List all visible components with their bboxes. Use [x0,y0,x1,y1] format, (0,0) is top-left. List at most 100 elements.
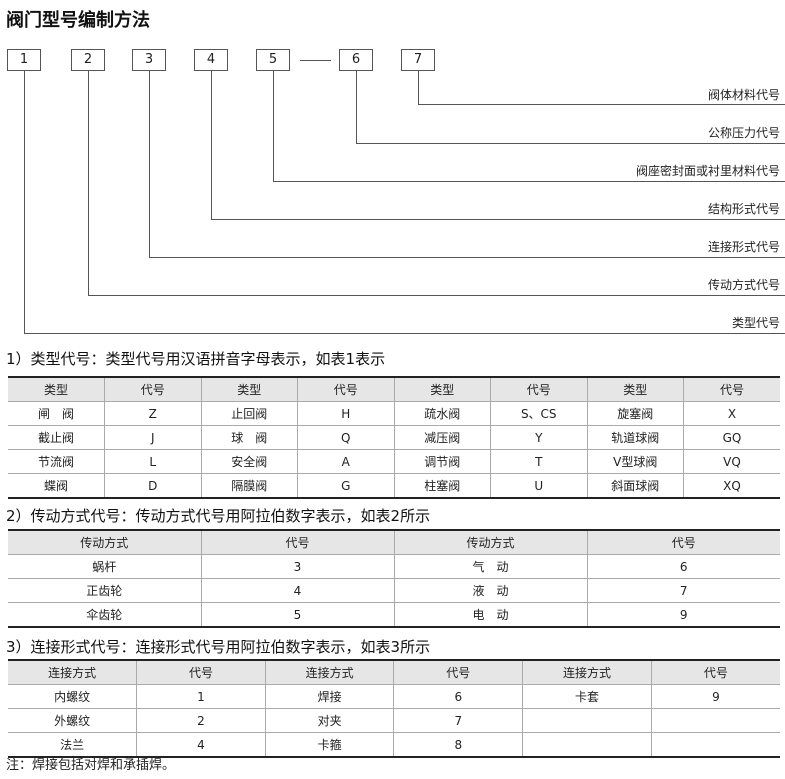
table-cell: 球 阀 [200,425,298,450]
table-cell: 正齿轮 [8,578,202,603]
table-cell: Y [490,425,588,450]
table-cell: X [683,401,780,426]
table-cell: VQ [683,449,780,474]
leader-1-h [24,333,785,334]
column-header: 类型 [8,377,105,402]
leader-3 [149,71,150,257]
column-header: 类型 [586,377,684,402]
table-cell: 柱塞阀 [393,473,491,498]
table-cell: L [104,449,202,474]
code-box-4: 4 [194,49,228,71]
table-cell: Z [104,401,202,426]
table-cell: 安全阀 [200,449,298,474]
table-row: 外螺纹 2 对夹 7 [8,708,780,733]
column-header: 代号 [297,377,395,402]
label-seal-material: 阀座密封面或衬里材料代号 [635,164,780,178]
code-box-6: 6 [339,49,373,71]
table-cell: 4 [136,732,266,757]
table-row: 节流阀 L 安全阀 A 调节阀 T V型球阀 VQ [8,449,780,474]
column-header: 代号 [650,660,780,685]
table-cell: 闸 阀 [8,401,105,426]
header-row: 类型 代号 类型 代号 类型 代号 类型 代号 [8,377,780,402]
label-connection: 连接形式代号 [707,240,780,254]
table-cell: 外螺纹 [8,708,138,733]
table-row: 闸 阀 Z 止回阀 H 疏水阀 S、CS 旋塞阀 X [8,401,780,426]
table-cell: 7 [393,708,524,733]
leader-6-h [356,143,785,144]
table-cell: 焊接 [264,684,395,709]
column-header: 代号 [136,660,266,685]
table-cell: 卡套 [522,684,652,709]
code-box-7: 7 [401,49,435,71]
column-header: 连接方式 [8,660,138,685]
leader-6 [356,71,357,143]
table-row: 内螺纹 1 焊接 6 卡套 9 [8,684,780,709]
code-box-1: 1 [7,49,41,71]
code-box-5: 5 [256,49,290,71]
footnote: 注：焊接包括对焊和承插焊。 [6,758,176,773]
table-cell: D [104,473,202,498]
table-cell: 蜗杆 [8,554,202,579]
section1-heading: 1）类型代号：类型代号用汉语拼音字母表示，如表1表示 [6,350,386,368]
table-cell: 7 [586,578,780,603]
table-cell: GQ [683,425,780,450]
table-cell: 内螺纹 [8,684,138,709]
column-header: 类型 [200,377,298,402]
column-header: 传动方式 [8,530,202,555]
table-cell: 隔膜阀 [200,473,298,498]
label-pressure: 公称压力代号 [707,126,780,140]
table-cell: J [104,425,202,450]
table-cell: 蝶阀 [8,473,105,498]
table-cell: S、CS [490,401,588,426]
leader-2 [88,71,89,295]
table-cell: U [490,473,588,498]
column-header: 代号 [490,377,588,402]
table-cell [522,708,652,733]
table-cell: 旋塞阀 [586,401,684,426]
table-cell: 气 动 [393,554,588,579]
leader-5 [273,71,274,181]
label-drive: 传动方式代号 [707,278,780,292]
connection-code-table: 连接方式 代号 连接方式 代号 连接方式 代号 内螺纹 1 焊接 6 卡套 9 外螺纹 2 对夹 7 法兰 4 卡箍… [8,659,780,758]
table-cell: 减压阀 [393,425,491,450]
code-box-3: 3 [132,49,166,71]
table-row: 蝶阀 D 隔膜阀 G 柱塞阀 U 斜面球阀 XQ [8,473,780,498]
table-cell [650,708,780,733]
column-header: 代号 [393,660,524,685]
leader-3-h [149,257,785,258]
table-cell: 止回阀 [200,401,298,426]
table-cell: 截止阀 [8,425,105,450]
label-structure: 结构形式代号 [707,202,780,216]
table-cell: 疏水阀 [393,401,491,426]
leader-4-h [211,219,785,220]
table-cell: 卡箍 [264,732,395,757]
table-cell: 2 [136,708,266,733]
page-title: 阀门型号编制方法 [6,10,150,31]
leader-7 [418,71,419,104]
column-header: 类型 [393,377,491,402]
section3-heading: 3）连接形式代号：连接形式代号用阿拉伯数字表示，如表3所示 [6,638,431,656]
label-type: 类型代号 [731,316,780,330]
table-cell: XQ [683,473,780,498]
table-cell: 4 [200,578,395,603]
column-header: 传动方式 [393,530,588,555]
table-cell: 轨道球阀 [586,425,684,450]
table-cell: 斜面球阀 [586,473,684,498]
table-cell: 节流阀 [8,449,105,474]
table-cell: 6 [393,684,524,709]
table-cell: H [297,401,395,426]
table-cell: 9 [650,684,780,709]
table-cell: G [297,473,395,498]
column-header: 代号 [200,530,395,555]
table-cell: 8 [393,732,524,757]
leader-4 [211,71,212,219]
table-cell: 对夹 [264,708,395,733]
table-cell [522,732,652,757]
table-row: 截止阀 J 球 阀 Q 减压阀 Y 轨道球阀 GQ [8,425,780,450]
table-cell: 电 动 [393,602,588,627]
table-row: 法兰 4 卡箍 8 [8,732,780,757]
table-cell: 5 [200,602,395,627]
